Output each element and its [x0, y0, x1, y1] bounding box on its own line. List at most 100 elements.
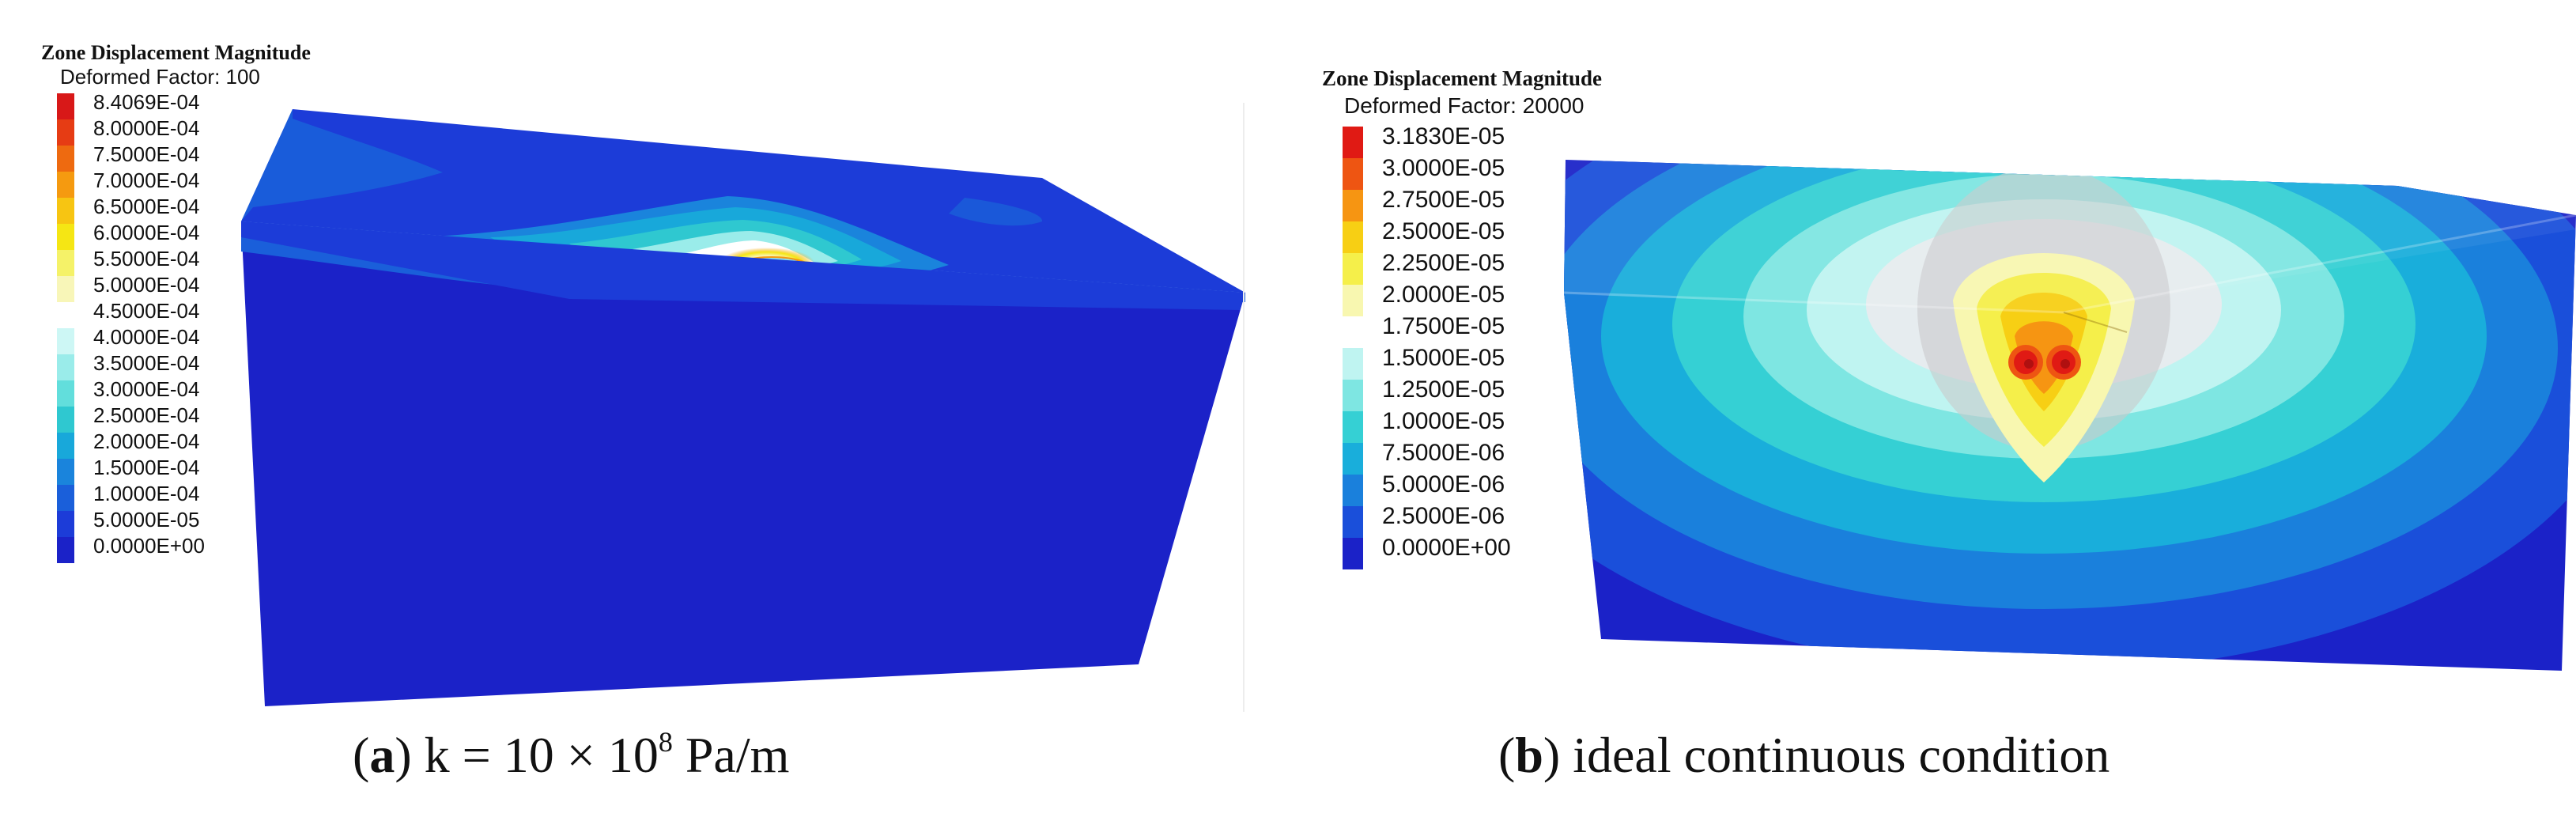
legend-entry: 1.7500E-05	[1343, 313, 1548, 348]
caption-text: k = 10 × 10	[424, 727, 659, 783]
legend-label: 6.5000E-04	[93, 195, 200, 218]
legend-swatch	[57, 119, 74, 146]
legend-entry: 1.0000E-05	[1343, 408, 1548, 443]
legend-label: 4.0000E-04	[93, 325, 200, 349]
legend-entry: 1.5000E-05	[1343, 345, 1548, 380]
legend-entry: 2.0000E-05	[1343, 282, 1548, 316]
legend-label: 5.0000E-06	[1382, 471, 1505, 497]
legend-entry: 4.0000E-04	[57, 325, 263, 354]
legend-swatch	[57, 354, 74, 380]
legend-swatch	[1343, 475, 1363, 506]
legend-label: 1.2500E-05	[1382, 376, 1505, 403]
legend-swatch	[57, 459, 74, 485]
legend-swatch	[57, 511, 74, 537]
legend-swatch	[1343, 443, 1363, 475]
legend-label: 2.0000E-04	[93, 429, 200, 453]
caption-a: (a) k = 10 × 108 Pa/m	[353, 726, 790, 783]
caption-superscript: 8	[658, 726, 673, 758]
legend-entry: 5.0000E-05	[57, 508, 263, 537]
legend-entry: 5.0000E-06	[1343, 471, 1548, 506]
legend-swatch	[57, 276, 74, 302]
legend-title: Zone Displacement Magnitude	[1322, 66, 1602, 90]
legend-entry: 2.5000E-04	[57, 403, 263, 433]
legend-entry: 2.2500E-05	[1343, 250, 1548, 285]
legend-swatch	[57, 537, 74, 563]
legend-swatch	[57, 380, 74, 407]
legend-swatch	[57, 198, 74, 224]
legend-label: 1.7500E-05	[1382, 313, 1505, 339]
legend-entry: 7.0000E-04	[57, 168, 263, 198]
legend-swatch	[57, 407, 74, 433]
legend-label: 3.0000E-04	[93, 377, 200, 401]
legend-swatch	[1343, 158, 1363, 190]
legend-label: 4.5000E-04	[93, 299, 200, 323]
panel-a: Zone Displacement Magnitude Deformed Fac…	[0, 0, 1265, 836]
legend-swatch	[57, 485, 74, 511]
model-a-contour-plot	[241, 109, 1245, 706]
legend-swatch	[1343, 190, 1363, 221]
legend-entry: 3.1830E-05	[1343, 123, 1548, 158]
legend-entry: 6.0000E-04	[57, 221, 263, 250]
legend-label: 7.0000E-04	[93, 168, 200, 192]
legend-swatch	[1343, 221, 1363, 253]
legend-label: 1.0000E-04	[93, 482, 200, 505]
legend-label: 5.0000E-05	[93, 508, 200, 531]
legend-entry: 6.5000E-04	[57, 195, 263, 224]
legend-label: 2.5000E-04	[93, 403, 200, 427]
legend-label: 6.0000E-04	[93, 221, 200, 244]
legend-swatch	[1343, 348, 1363, 380]
legend-entry: 0.0000E+00	[57, 534, 263, 563]
legend-label: 7.5000E-04	[93, 142, 200, 166]
legend-label: 1.5000E-05	[1382, 345, 1505, 371]
legend-entry: 8.4069E-04	[57, 90, 263, 119]
legend-a: 8.4069E-04 8.0000E-04 7.5000E-04 7.0000E-04…	[57, 90, 263, 563]
legend-label: 1.0000E-05	[1382, 408, 1505, 434]
legend-entry: 1.0000E-04	[57, 482, 263, 511]
legend-entry: 0.0000E+00	[1343, 535, 1548, 569]
legend-label: 2.7500E-05	[1382, 187, 1505, 213]
legend-swatch	[1343, 285, 1363, 316]
legend-subtitle: Deformed Factor: 100	[60, 65, 260, 89]
legend-entry: 1.2500E-05	[1343, 376, 1548, 411]
legend-title: Zone Displacement Magnitude	[41, 41, 311, 64]
legend-entry: 3.0000E-05	[1343, 155, 1548, 190]
legend-entry: 2.5000E-05	[1343, 218, 1548, 253]
legend-swatch	[1343, 411, 1363, 443]
legend-label: 1.5000E-04	[93, 456, 200, 479]
legend-label: 8.0000E-04	[93, 116, 200, 140]
legend-entry: 2.7500E-05	[1343, 187, 1548, 221]
legend-swatch	[57, 302, 74, 328]
legend-entry: 5.0000E-04	[57, 273, 263, 302]
legend-swatch	[57, 250, 74, 276]
legend-label: 0.0000E+00	[93, 534, 205, 558]
legend-label: 7.5000E-06	[1382, 440, 1505, 466]
legend-entry: 8.0000E-04	[57, 116, 263, 146]
legend-swatch	[1343, 253, 1363, 285]
model-b-contour-plot	[1564, 160, 2576, 671]
legend-swatch	[57, 224, 74, 250]
legend-swatch	[57, 146, 74, 172]
caption-b: (b) ideal continuous condition	[1498, 727, 2110, 783]
legend-label: 0.0000E+00	[1382, 535, 1511, 561]
legend-entry: 4.5000E-04	[57, 299, 263, 328]
legend-swatch	[1343, 316, 1363, 348]
legend-label: 2.5000E-06	[1382, 503, 1505, 529]
legend-label: 2.5000E-05	[1382, 218, 1505, 244]
panel-divider	[1243, 103, 1245, 712]
legend-entry: 3.0000E-04	[57, 377, 263, 407]
legend-swatch	[57, 433, 74, 459]
panel-b: Zone Displacement Magnitude Deformed Fac…	[1265, 0, 2576, 836]
legend-swatch	[1343, 538, 1363, 569]
legend-entry: 5.5000E-04	[57, 247, 263, 276]
legend-subtitle: Deformed Factor: 20000	[1344, 93, 1585, 118]
legend-swatch	[1343, 127, 1363, 158]
legend-label: 2.0000E-05	[1382, 282, 1505, 308]
legend-entry: 3.5000E-04	[57, 351, 263, 380]
legend-label: 5.0000E-04	[93, 273, 200, 297]
legend-label: 8.4069E-04	[93, 90, 200, 114]
caption-letter: b	[1515, 727, 1543, 783]
legend-label: 2.2500E-05	[1382, 250, 1505, 276]
legend-label: 3.0000E-05	[1382, 155, 1505, 181]
legend-swatch	[57, 93, 74, 119]
legend-entry: 2.5000E-06	[1343, 503, 1548, 538]
